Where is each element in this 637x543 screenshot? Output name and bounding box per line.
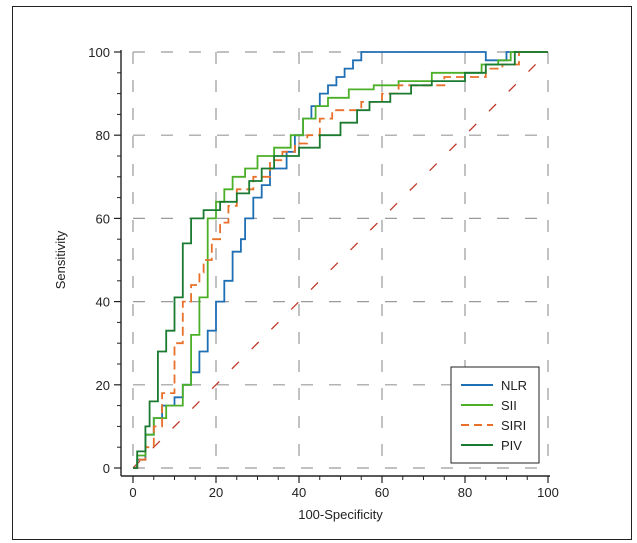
y-axis-title: Sensitivity <box>53 230 68 289</box>
figure-frame: 0 20 40 60 80 100 0 20 40 60 80 100 100-Specificity S… <box>12 6 632 540</box>
series-lines <box>133 51 548 469</box>
x-tick-label: 40 <box>292 485 306 500</box>
y-tick-label: 0 <box>103 461 110 476</box>
legend-label-nlr: NLR <box>501 378 527 393</box>
x-tick-label: 20 <box>209 485 223 500</box>
series-line-siri <box>133 51 548 469</box>
y-tick-label: 40 <box>96 295 110 310</box>
legend-label-siri: SIRI <box>501 418 526 433</box>
axes: 0 20 40 60 80 100 0 20 40 60 80 100 100-Specificity S… <box>53 45 559 522</box>
x-tick-label: 60 <box>375 485 389 500</box>
x-axis-title: 100-Specificity <box>298 507 383 522</box>
x-tick-label: 100 <box>537 485 559 500</box>
legend-label-piv: PIV <box>501 438 522 453</box>
legend-label-sii: SII <box>501 398 517 413</box>
series-line-sii <box>133 51 548 469</box>
legend-box <box>450 366 540 464</box>
y-tick-label: 20 <box>96 378 110 393</box>
series-line-nlr <box>133 51 548 469</box>
x-tick-label: 80 <box>458 485 472 500</box>
x-tick-label: 0 <box>129 485 136 500</box>
legend: NLR SII SIRI PIV <box>450 366 540 464</box>
y-tick-label: 60 <box>96 211 110 226</box>
y-tick-label: 100 <box>88 45 110 60</box>
roc-chart: 0 20 40 60 80 100 0 20 40 60 80 100 100-Specificity S… <box>53 45 559 522</box>
series-line-piv <box>133 51 548 469</box>
y-tick-label: 80 <box>96 128 110 143</box>
